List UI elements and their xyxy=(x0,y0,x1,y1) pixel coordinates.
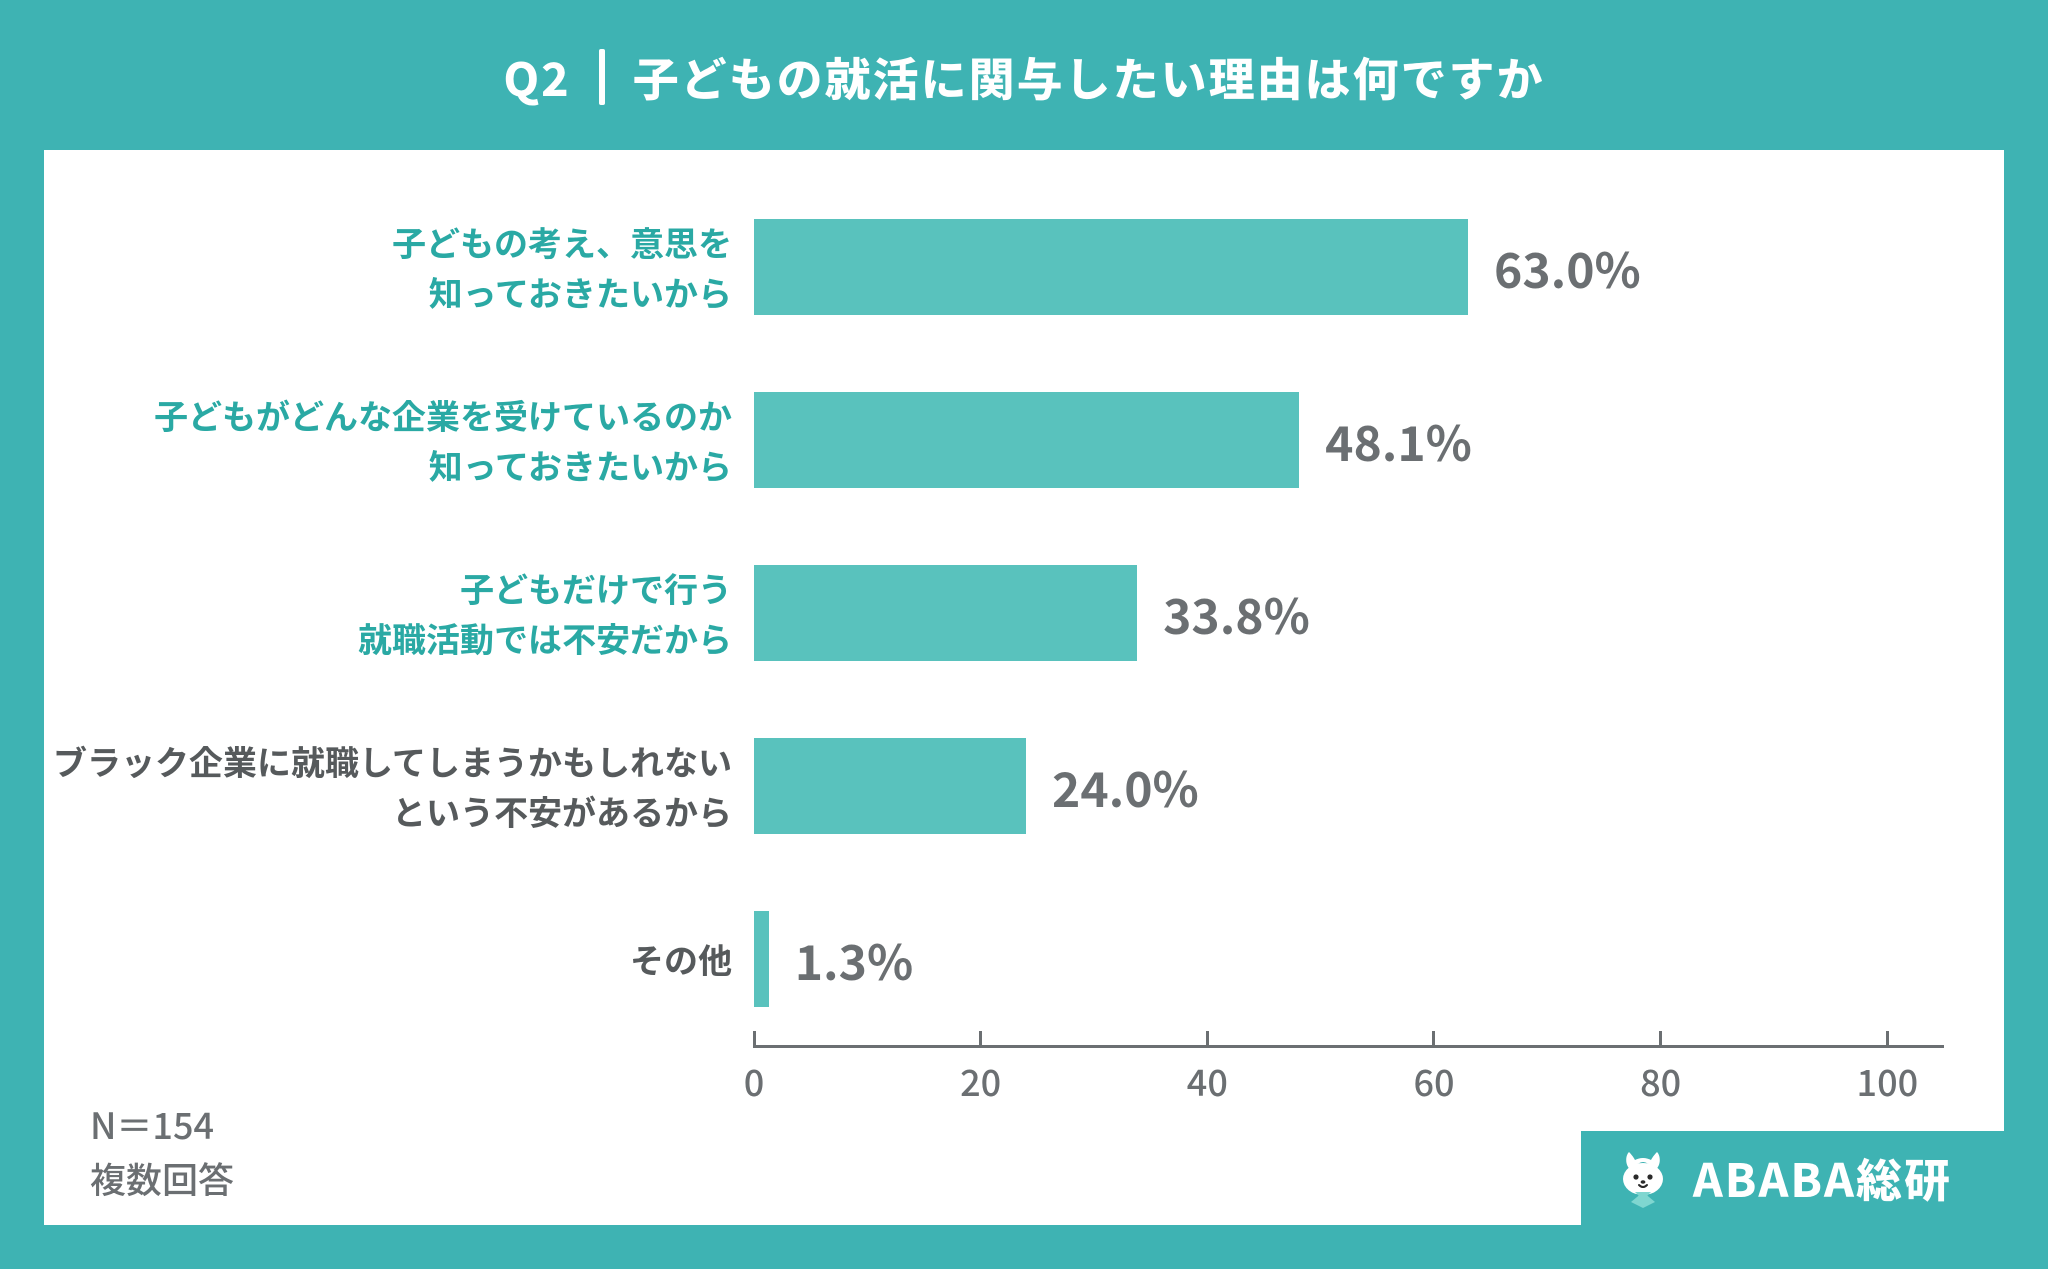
chart-row: その他 1.3% xyxy=(44,872,1944,1045)
bar-value: 1.3% xyxy=(795,924,913,994)
chart-row: 子どもがどんな企業を受けているのか知っておきたいから 48.1% xyxy=(44,353,1944,526)
bar-area: 63.0% xyxy=(754,180,1944,353)
brand-badge: ABABA総研 xyxy=(1581,1131,2004,1225)
bar-area: 48.1% xyxy=(754,353,1944,526)
chart-row: 子どもだけで行う就職活動では不安だから 33.8% xyxy=(44,526,1944,699)
sample-size: N＝154 xyxy=(90,1097,234,1151)
bar-area: 1.3% xyxy=(754,872,1944,1045)
bar xyxy=(754,911,769,1007)
axis-tick xyxy=(1432,1031,1435,1048)
bar-label: その他 xyxy=(44,934,754,983)
bar-label-line1: 子どもの考え、意思を xyxy=(44,217,732,266)
axis-tick xyxy=(753,1031,756,1048)
x-axis: 020406080100 xyxy=(754,1045,1944,1085)
outer-frame: Q2 子どもの就活に関与したい理由は何ですか 子どもの考え、意思を知っておきたい… xyxy=(0,0,2048,1269)
bar-area: 33.8% xyxy=(754,526,1944,699)
bar-area: 24.0% xyxy=(754,699,1944,872)
bar-label-line1: ブラック企業に就職してしまうかもしれない xyxy=(44,736,732,785)
mascot-icon xyxy=(1611,1146,1675,1210)
axis-tick-label: 100 xyxy=(1857,1055,1919,1107)
axis-tick-label: 40 xyxy=(1187,1055,1228,1107)
bar xyxy=(754,738,1026,834)
bar-label: 子どもがどんな企業を受けているのか知っておきたいから xyxy=(44,390,754,489)
response-note: 複数回答 xyxy=(90,1151,234,1205)
header: Q2 子どもの就活に関与したい理由は何ですか xyxy=(22,22,2026,132)
bar-label-line2: という不安があるから xyxy=(44,786,732,835)
question-title: 子どもの就活に関与したい理由は何ですか xyxy=(633,44,1545,110)
bar-value: 24.0% xyxy=(1052,751,1199,821)
bar-label-line1: 子どもだけで行う xyxy=(44,563,732,612)
bar-value: 48.1% xyxy=(1325,405,1472,475)
question-number: Q2 xyxy=(503,44,570,110)
bar-value: 33.8% xyxy=(1163,578,1310,648)
chart-row: 子どもの考え、意思を知っておきたいから 63.0% xyxy=(44,180,1944,353)
chart-panel: 子どもの考え、意思を知っておきたいから 63.0% 子どもがどんな企業を受けているの… xyxy=(44,150,2004,1225)
survey-meta: N＝154 複数回答 xyxy=(90,1097,234,1205)
bar-label-line2: 就職活動では不安だから xyxy=(44,613,732,662)
brand-name: ABABA総研 xyxy=(1693,1145,1952,1211)
axis-tick xyxy=(1206,1031,1209,1048)
bar-chart: 子どもの考え、意思を知っておきたいから 63.0% 子どもがどんな企業を受けているの… xyxy=(44,180,1944,1045)
axis-tick xyxy=(1659,1031,1662,1048)
x-axis-line xyxy=(754,1045,1944,1048)
bar xyxy=(754,219,1468,315)
bar xyxy=(754,565,1137,661)
axis-tick-label: 0 xyxy=(744,1055,765,1107)
bar xyxy=(754,392,1299,488)
bar-label-line2: 知っておきたいから xyxy=(44,267,732,316)
chart-row: ブラック企業に就職してしまうかもしれないという不安があるから 24.0% xyxy=(44,699,1944,872)
bar-label: 子どもだけで行う就職活動では不安だから xyxy=(44,563,754,662)
bar-label-line1: 子どもがどんな企業を受けているのか xyxy=(44,390,732,439)
axis-tick-label: 60 xyxy=(1413,1055,1454,1107)
header-divider xyxy=(599,49,605,105)
axis-tick xyxy=(1886,1031,1889,1048)
axis-tick xyxy=(979,1031,982,1048)
bar-label: ブラック企業に就職してしまうかもしれないという不安があるから xyxy=(44,736,754,835)
bar-label: 子どもの考え、意思を知っておきたいから xyxy=(44,217,754,316)
bar-label-line1: その他 xyxy=(44,934,732,983)
bar-value: 63.0% xyxy=(1494,232,1641,302)
axis-tick-label: 80 xyxy=(1640,1055,1681,1107)
axis-tick-label: 20 xyxy=(960,1055,1001,1107)
bar-label-line2: 知っておきたいから xyxy=(44,440,732,489)
